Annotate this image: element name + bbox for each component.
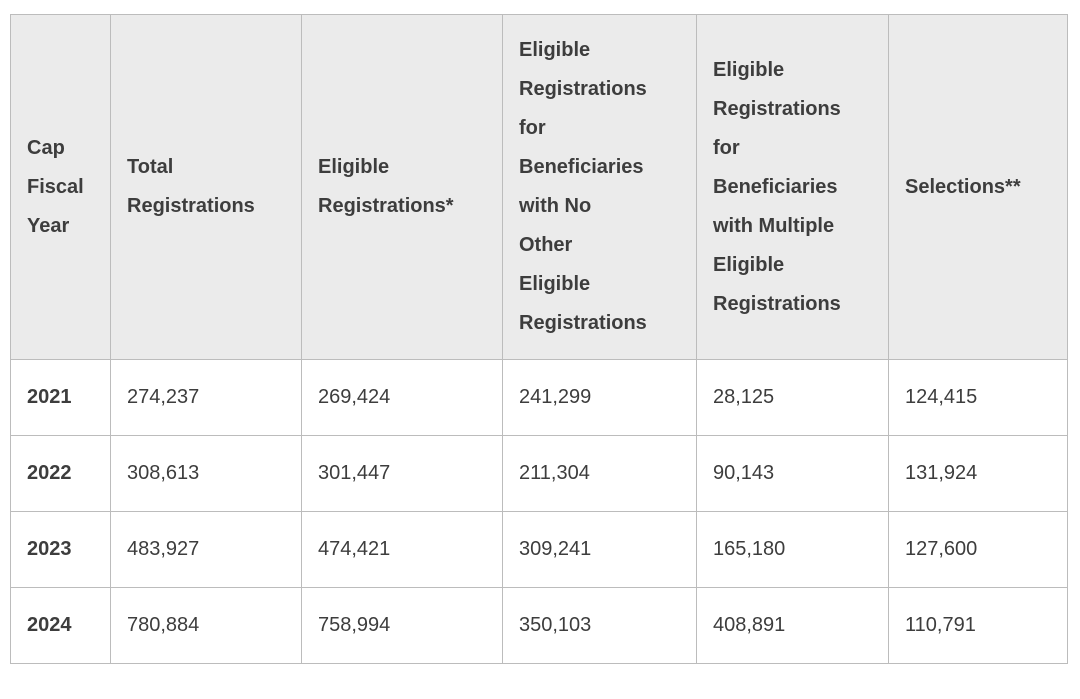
table-row-2023: 2023 483,927 474,421 309,241 165,180 127… — [10, 511, 1068, 588]
column-header-eligible-no-other: Eligible Registrations for Beneficiaries… — [502, 14, 697, 360]
table-cell: 165,180 — [696, 511, 889, 588]
table-cell: 758,994 — [301, 587, 503, 664]
row-header-year: 2021 — [10, 359, 111, 436]
table-header: Cap Fiscal Year Total Registrations Elig… — [10, 14, 1068, 360]
column-header-eligible-multiple: Eligible Registrations for Beneficiaries… — [696, 14, 889, 360]
table-cell: 241,299 — [502, 359, 697, 436]
table-cell: 110,791 — [888, 587, 1068, 664]
table-cell: 308,613 — [110, 435, 302, 512]
table-cell: 90,143 — [696, 435, 889, 512]
row-header-year: 2022 — [10, 435, 111, 512]
header-row: Cap Fiscal Year Total Registrations Elig… — [10, 14, 1068, 360]
column-header-selections: Selections** — [888, 14, 1068, 360]
row-header-year: 2024 — [10, 587, 111, 664]
table-cell: 483,927 — [110, 511, 302, 588]
table-row-2022: 2022 308,613 301,447 211,304 90,143 131,… — [10, 435, 1068, 512]
table-cell: 301,447 — [301, 435, 503, 512]
table-body: 2021 274,237 269,424 241,299 28,125 124,… — [10, 359, 1068, 664]
table-cell: 28,125 — [696, 359, 889, 436]
row-header-year: 2023 — [10, 511, 111, 588]
table-cell: 408,891 — [696, 587, 889, 664]
table-row-2021: 2021 274,237 269,424 241,299 28,125 124,… — [10, 359, 1068, 436]
table-cell: 131,924 — [888, 435, 1068, 512]
table-cell: 124,415 — [888, 359, 1068, 436]
table-cell: 211,304 — [502, 435, 697, 512]
table-cell: 474,421 — [301, 511, 503, 588]
table-cell: 309,241 — [502, 511, 697, 588]
table-cell: 127,600 — [888, 511, 1068, 588]
table-cell: 780,884 — [110, 587, 302, 664]
table-cell: 350,103 — [502, 587, 697, 664]
cap-registrations-table: Cap Fiscal Year Total Registrations Elig… — [10, 14, 1068, 664]
column-header-eligible-registrations: Eligible Registrations* — [301, 14, 503, 360]
registrations-table-container: Cap Fiscal Year Total Registrations Elig… — [10, 14, 1080, 664]
table-row-2024: 2024 780,884 758,994 350,103 408,891 110… — [10, 587, 1068, 664]
column-header-cap-fiscal-year: Cap Fiscal Year — [10, 14, 111, 360]
table-cell: 269,424 — [301, 359, 503, 436]
column-header-total-registrations: Total Registrations — [110, 14, 302, 360]
table-cell: 274,237 — [110, 359, 302, 436]
